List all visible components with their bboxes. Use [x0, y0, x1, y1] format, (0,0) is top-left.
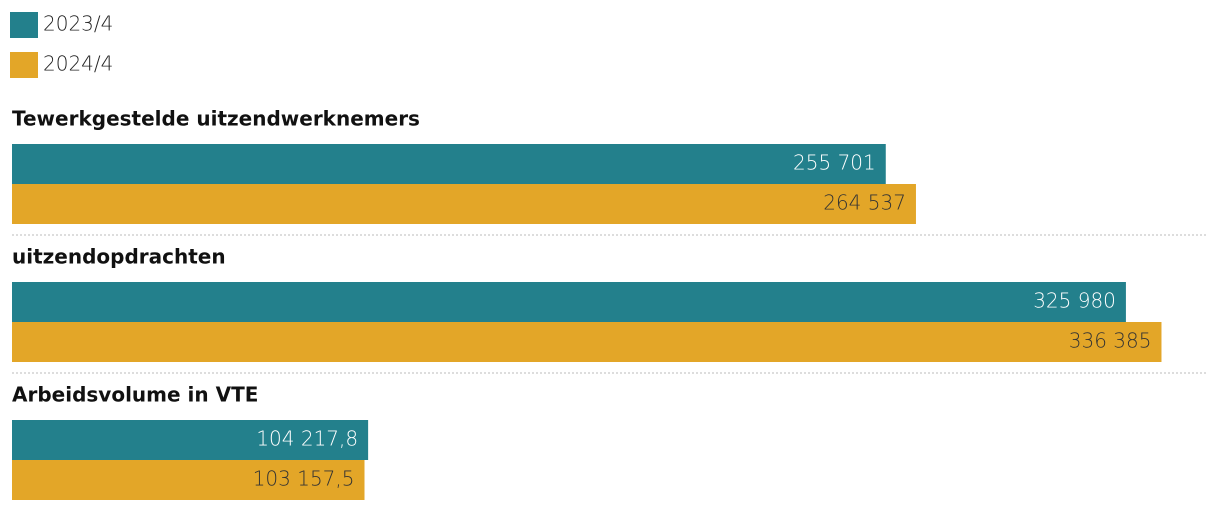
bar [12, 322, 1162, 362]
legend-label: 2024/4 [43, 52, 113, 76]
category-label: Tewerkgestelde uitzendwerknemers [12, 107, 420, 131]
bar [12, 144, 886, 184]
value-label: 103 157,5 [253, 467, 355, 491]
value-label: 264 537 [823, 191, 906, 215]
legend-label: 2023/4 [43, 12, 113, 36]
value-label: 336 385 [1069, 329, 1152, 353]
bar [12, 184, 916, 224]
legend-swatch [10, 12, 38, 38]
bar [12, 460, 365, 500]
value-label: 255 701 [793, 151, 876, 175]
value-label: 104 217,8 [256, 427, 358, 451]
bar [12, 420, 369, 460]
bar [12, 282, 1126, 322]
category-label: uitzendopdrachten [12, 245, 226, 269]
legend-swatch [10, 52, 38, 78]
category-label: Arbeidsvolume in VTE [12, 383, 258, 407]
value-label: 325 980 [1033, 289, 1116, 313]
